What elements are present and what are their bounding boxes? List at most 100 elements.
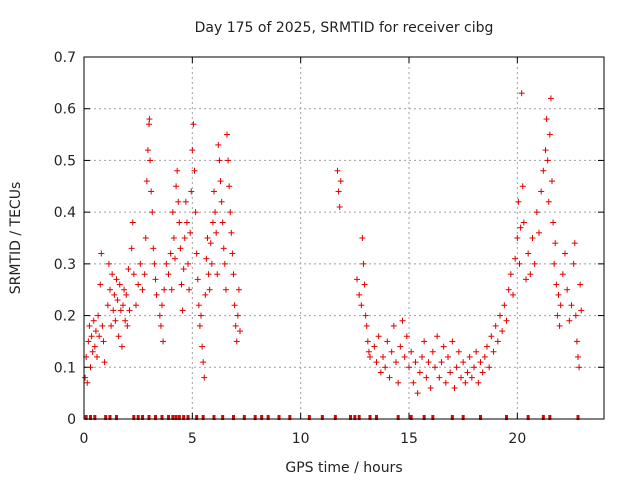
data-point: [510, 291, 516, 298]
plot-frame: [83, 56, 605, 420]
data-point: [571, 240, 578, 247]
data-point: [473, 348, 480, 355]
data-point: [380, 353, 386, 360]
data-point: [228, 229, 235, 236]
y-tick-label: 0.4: [54, 205, 76, 221]
data-point: [401, 353, 408, 360]
baseline-marker: [461, 415, 465, 420]
data-point: [386, 374, 393, 381]
baseline-marker: [288, 415, 292, 420]
data-point: [124, 322, 131, 329]
data-point: [466, 353, 473, 360]
data-point: [109, 271, 116, 278]
baseline-marker: [277, 415, 281, 420]
data-point: [519, 183, 526, 190]
data-point: [212, 209, 219, 216]
data-point: [549, 178, 555, 185]
baseline-marker: [576, 415, 580, 420]
data-point: [82, 374, 89, 381]
data-point: [100, 338, 107, 345]
data-point: [92, 328, 99, 335]
baseline-marker: [479, 415, 482, 420]
data-point: [484, 343, 490, 350]
data-point: [215, 141, 222, 148]
data-point: [566, 317, 573, 324]
data-point: [218, 198, 225, 205]
data-point: [105, 260, 112, 267]
data-point: [176, 219, 183, 226]
data-point: [432, 364, 438, 371]
data-point: [231, 302, 238, 309]
baseline-marker: [182, 415, 186, 420]
data-point: [225, 157, 232, 164]
data-point: [133, 302, 139, 309]
data-point: [173, 183, 180, 190]
baseline-marker: [375, 415, 378, 420]
data-point: [219, 219, 226, 226]
data-point: [408, 348, 415, 355]
data-point: [222, 286, 229, 293]
data-point: [177, 245, 184, 252]
data-point: [416, 369, 423, 376]
baseline-marker: [104, 415, 108, 420]
data-point: [375, 333, 382, 340]
data-point: [160, 338, 167, 345]
data-point: [89, 348, 96, 355]
data-point: [234, 312, 241, 319]
data-point: [438, 359, 445, 366]
data-point: [207, 240, 214, 247]
data-point: [359, 235, 366, 241]
data-point: [556, 322, 563, 329]
data-point: [104, 302, 111, 309]
data-point: [390, 322, 397, 329]
baseline-marker: [396, 415, 400, 420]
data-point: [337, 178, 344, 185]
data-point: [196, 322, 203, 329]
chart-title: Day 175 of 2025, SRMTID for receiver cib…: [195, 20, 494, 36]
data-point: [373, 359, 380, 366]
data-point: [126, 307, 133, 314]
data-point: [84, 379, 91, 386]
baseline-marker: [89, 415, 92, 420]
data-point: [150, 245, 157, 252]
data-point: [551, 260, 558, 267]
data-point: [137, 260, 144, 267]
data-point: [175, 198, 182, 205]
data-point: [229, 250, 236, 257]
data-point: [423, 374, 430, 381]
data-point: [365, 348, 372, 355]
data-point: [152, 276, 159, 283]
baseline-marker: [368, 415, 372, 420]
data-point: [224, 131, 230, 138]
data-point: [199, 343, 206, 350]
data-point: [447, 369, 454, 376]
data-point: [110, 307, 117, 314]
data-point: [562, 250, 568, 257]
data-point: [460, 359, 467, 366]
data-point: [146, 116, 153, 123]
baseline-marker: [186, 415, 190, 420]
data-point: [364, 338, 371, 345]
data-point: [520, 219, 527, 226]
data-point: [111, 291, 118, 298]
baseline-marker: [541, 415, 545, 420]
data-point: [156, 312, 163, 319]
data-point: [129, 219, 136, 226]
data-point: [360, 260, 367, 267]
data-point: [479, 369, 486, 376]
baseline-marker: [212, 415, 216, 420]
data-point: [113, 276, 120, 283]
data-point: [568, 302, 575, 309]
data-point: [118, 343, 125, 350]
data-point: [117, 307, 124, 314]
baseline-marker: [108, 415, 112, 420]
data-point: [194, 276, 201, 283]
data-point: [217, 178, 224, 185]
data-point: [455, 348, 462, 355]
data-point: [200, 359, 207, 366]
baseline-marker: [253, 415, 257, 420]
baseline-marker: [526, 415, 530, 420]
data-point: [209, 219, 216, 226]
data-point: [167, 250, 174, 257]
data-point: [525, 250, 532, 257]
